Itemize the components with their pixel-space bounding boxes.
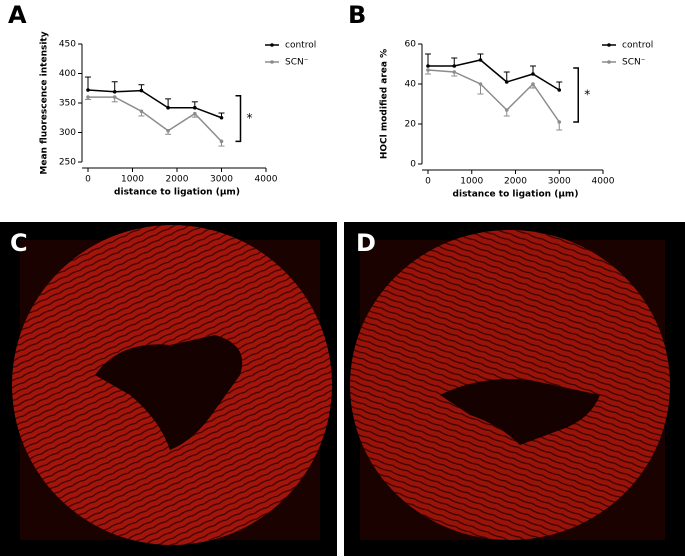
y-tick-label: 20	[405, 120, 417, 130]
x-tick-label: 1000	[121, 175, 144, 185]
legend-label: SCN⁻	[622, 58, 646, 68]
legend-marker	[607, 60, 611, 64]
point	[86, 95, 90, 99]
y-tick-label: 60	[405, 40, 417, 50]
point	[478, 82, 483, 86]
panel-label: C	[10, 229, 28, 257]
panel-label: D	[356, 229, 376, 257]
point	[219, 115, 224, 120]
y-tick-label: 40	[405, 80, 417, 90]
x-tick-label: 3000	[548, 177, 571, 187]
x-axis-title: distance to ligation (μm)	[453, 190, 579, 200]
x-tick-label: 4000	[592, 177, 615, 187]
y-axis-title: Mean fluorescence intensity	[40, 31, 50, 174]
y-tick-label: 300	[59, 128, 76, 138]
x-axis-title: distance to ligation (μm)	[114, 188, 240, 198]
y-tick-label: 250	[59, 158, 76, 168]
series-line	[428, 59, 560, 91]
legend-label: SCN⁻	[285, 58, 309, 68]
y-axis-title: HOCl modified area %	[380, 49, 390, 159]
point	[504, 108, 509, 112]
significance-star: *	[584, 88, 590, 102]
point	[112, 89, 117, 94]
significance-star: *	[247, 111, 253, 125]
x-tick-label: 3000	[210, 175, 233, 185]
x-tick-label: 4000	[255, 175, 278, 185]
point	[426, 68, 430, 72]
panel-label: B	[348, 1, 366, 29]
point	[166, 105, 170, 110]
point	[86, 88, 90, 92]
panel-c: C	[0, 222, 337, 556]
point	[478, 58, 483, 62]
point	[531, 82, 535, 86]
point	[531, 72, 535, 76]
point	[452, 70, 457, 74]
point	[139, 109, 144, 114]
point	[557, 120, 562, 124]
point	[557, 88, 562, 92]
point	[452, 64, 457, 68]
y-tick-label: 0	[410, 160, 416, 170]
series-line	[87, 89, 222, 119]
point	[504, 80, 509, 84]
x-tick-label: 0	[85, 175, 91, 185]
point	[193, 111, 197, 116]
series-line	[88, 96, 223, 142]
legend-marker	[270, 43, 274, 47]
panel-label: A	[8, 1, 27, 29]
x-tick-label: 2000	[166, 175, 189, 185]
panel-d: D	[344, 222, 685, 556]
point	[139, 88, 144, 93]
point	[426, 64, 430, 68]
point	[219, 139, 224, 144]
series-line	[427, 69, 560, 123]
x-tick-label: 2000	[504, 177, 527, 187]
x-tick-label: 0	[425, 177, 431, 187]
y-tick-label: 450	[59, 40, 76, 50]
legend-marker	[270, 60, 274, 64]
point	[193, 105, 197, 110]
significance-bracket	[235, 95, 242, 143]
y-tick-label: 350	[59, 99, 76, 109]
significance-bracket	[573, 67, 579, 123]
x-tick-label: 1000	[460, 177, 483, 187]
legend-label: control	[622, 41, 653, 51]
y-tick-label: 400	[59, 69, 76, 79]
point	[166, 128, 170, 133]
legend-marker	[607, 43, 611, 47]
point	[112, 95, 117, 99]
legend-label: control	[285, 41, 316, 51]
